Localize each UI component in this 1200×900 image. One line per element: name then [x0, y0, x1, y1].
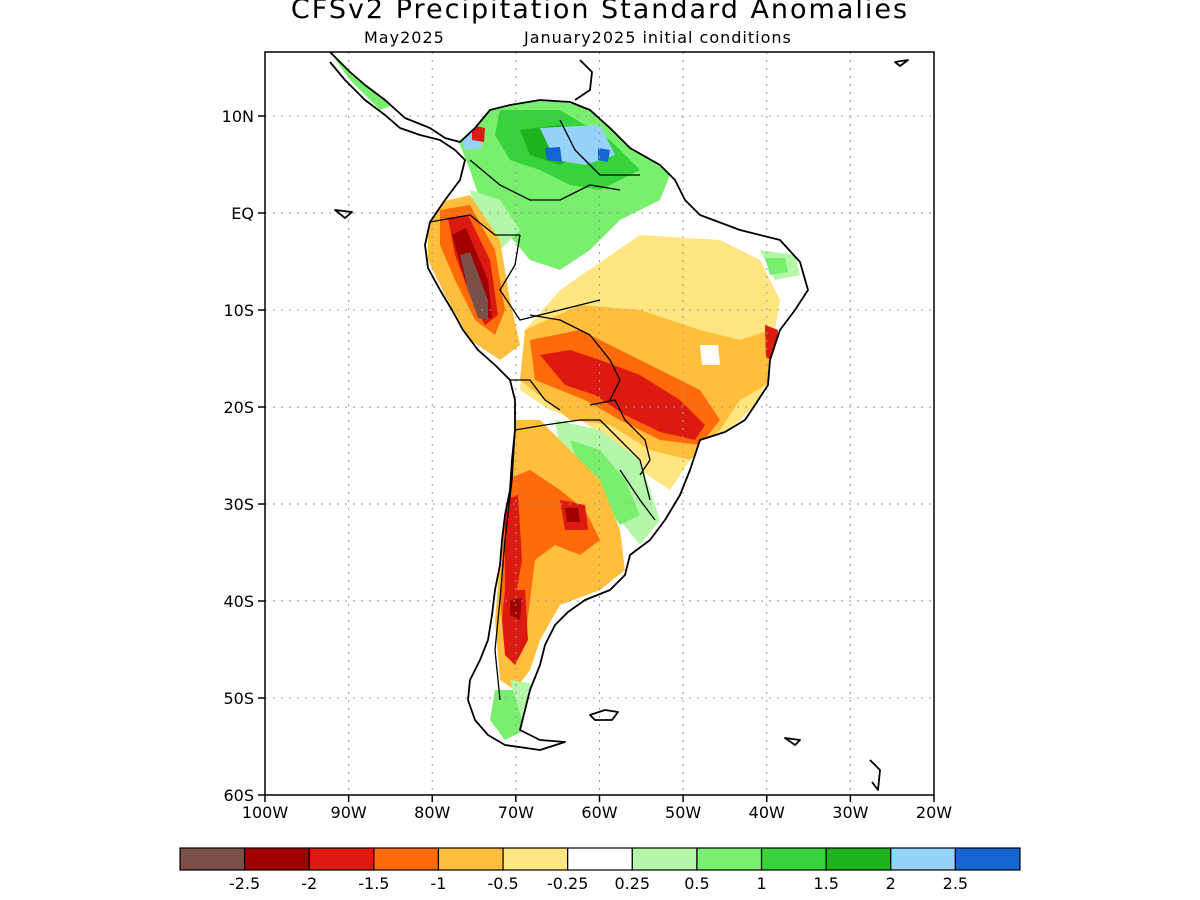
- lat-tick-label: 20S: [223, 398, 254, 417]
- colorbar-swatch: [308, 847, 375, 871]
- colorbar-legend: -2.5 -2 -1.5 -1 -0.5 -0.25 0.25 0.5 1 1.5 2 2.5: [179, 847, 1021, 893]
- colorbar-swatch: [502, 847, 569, 871]
- colorbar-label: 1: [756, 874, 766, 893]
- colorbar-label: -1: [430, 874, 446, 893]
- colorbar-label: 0.25: [614, 874, 650, 893]
- lat-tick-label: 60S: [223, 786, 254, 805]
- colorbar-swatch: [954, 847, 1021, 871]
- anomaly-shading: [330, 52, 800, 740]
- lon-tick-label: 60W: [581, 803, 617, 822]
- colorbar-swatch: [244, 847, 310, 871]
- latitude-axis: 10N EQ 10S 20S 30S 40S 50S 60S: [222, 107, 265, 805]
- lon-tick-label: 50W: [665, 803, 701, 822]
- longitude-axis: 100W 90W 80W 70W 60W 50W 40W 30W 20W: [242, 795, 952, 822]
- colorbar-swatch: [696, 847, 763, 871]
- lat-tick-label: 50S: [223, 689, 254, 708]
- colorbar-swatch: [567, 847, 633, 871]
- initial-conditions: January2025 initial conditions: [524, 28, 792, 47]
- colorbar-swatch: [631, 847, 698, 871]
- colorbar-swatch: [825, 847, 892, 871]
- colorbar-label: 2: [886, 874, 896, 893]
- lat-tick-label: 40S: [223, 592, 254, 611]
- lat-tick-label: EQ: [231, 204, 254, 223]
- lat-tick-label: 30S: [223, 495, 254, 514]
- colorbar-swatch: [760, 847, 827, 871]
- colorbar-swatch: [437, 847, 504, 871]
- colorbar-label: -0.5: [487, 874, 518, 893]
- colorbar-label: -2: [301, 874, 317, 893]
- map-title: CFSv2 Precipitation Standard Anomalies: [290, 0, 910, 25]
- colorbar-swatch: [373, 847, 440, 871]
- colorbar-swatch: [890, 847, 956, 871]
- lon-tick-label: 100W: [242, 803, 289, 822]
- colorbar-label: -2.5: [229, 874, 260, 893]
- coastlines: [329, 51, 909, 791]
- lat-tick-label: 10S: [223, 301, 254, 320]
- country-borders: [429, 119, 656, 701]
- colorbar-label: 0.5: [684, 874, 709, 893]
- forecast-month: May2025: [364, 28, 445, 47]
- lon-tick-label: 20W: [916, 803, 952, 822]
- colorbar-label: -0.25: [547, 874, 588, 893]
- lon-tick-label: 70W: [498, 803, 534, 822]
- colorbar-label: 2.5: [943, 874, 968, 893]
- lon-tick-label: 90W: [331, 803, 367, 822]
- lon-tick-label: 40W: [749, 803, 785, 822]
- colorbar-swatch: [179, 847, 246, 871]
- colorbar-label: -1.5: [358, 874, 389, 893]
- colorbar-label: 1.5: [813, 874, 838, 893]
- lat-tick-label: 10N: [222, 107, 254, 126]
- lon-tick-label: 80W: [414, 803, 450, 822]
- lon-tick-label: 30W: [832, 803, 868, 822]
